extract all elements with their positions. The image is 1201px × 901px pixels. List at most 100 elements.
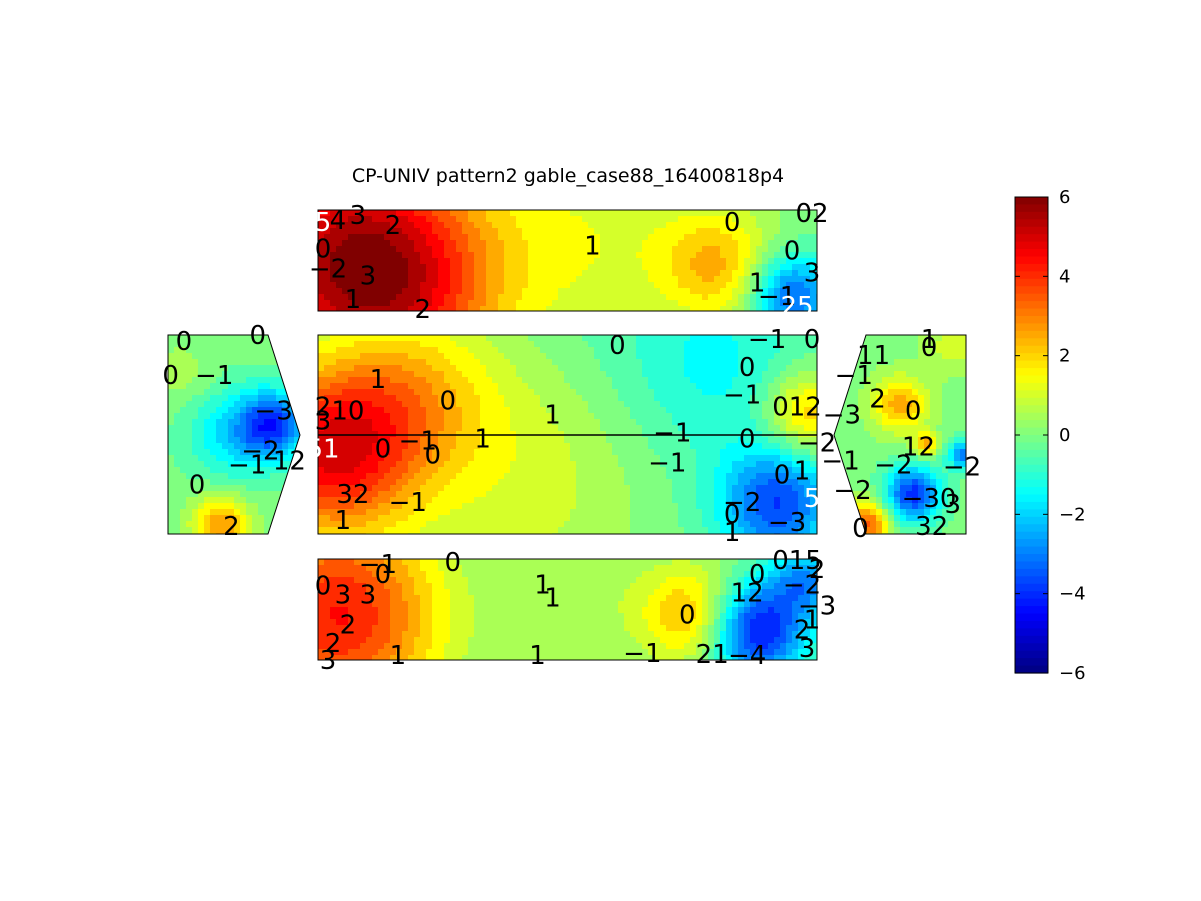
field-cell — [594, 589, 601, 596]
field-cell — [342, 282, 349, 289]
field-cell — [564, 240, 571, 247]
field-cell — [426, 210, 433, 217]
field-cell — [546, 595, 553, 602]
field-cell — [426, 216, 433, 223]
field-cell — [480, 210, 487, 217]
field-cell — [414, 264, 421, 271]
field-cell — [804, 389, 811, 396]
field-cell — [336, 521, 343, 528]
field-cell — [780, 371, 787, 378]
field-cell — [612, 419, 619, 426]
field-cell — [732, 276, 739, 283]
field-cell — [540, 449, 547, 456]
field-cell — [708, 276, 715, 283]
field-cell — [444, 601, 451, 608]
field-cell — [558, 282, 565, 289]
field-cell — [522, 234, 529, 241]
field-cell — [570, 246, 577, 253]
field-cell — [366, 353, 373, 360]
field-cell — [366, 467, 373, 474]
field-cell — [402, 335, 409, 342]
field-cell — [684, 294, 691, 301]
field-cell — [486, 353, 493, 360]
field-cell — [798, 419, 805, 426]
field-cell — [744, 413, 751, 420]
field-cell — [510, 437, 517, 444]
field-cell — [666, 437, 673, 444]
field-cell — [726, 365, 733, 372]
field-cell — [696, 473, 703, 480]
field-cell — [792, 240, 799, 247]
field-cell — [588, 571, 595, 578]
field-cell — [342, 216, 349, 223]
field-cell — [660, 276, 667, 283]
field-cell — [462, 288, 469, 295]
field-cell — [594, 395, 601, 402]
field-cell — [702, 515, 709, 522]
field-cell — [372, 577, 379, 584]
field-cell — [510, 491, 517, 498]
field-cell — [750, 264, 757, 271]
field-cell — [348, 601, 355, 608]
field-cell — [408, 583, 415, 590]
field-cell — [342, 246, 349, 253]
field-cell — [498, 577, 505, 584]
field-cell — [396, 246, 403, 253]
field-cell — [618, 559, 625, 566]
field-cell — [684, 443, 691, 450]
field-cell — [546, 515, 553, 522]
field-cell — [678, 485, 685, 492]
field-cell — [738, 437, 745, 444]
field-cell — [804, 371, 811, 378]
field-cell — [408, 461, 415, 468]
field-cell — [456, 503, 463, 510]
field-cell — [384, 341, 391, 348]
field-cell — [558, 401, 565, 408]
field-cell — [516, 347, 523, 354]
field-cell — [402, 449, 409, 456]
field-cell — [648, 503, 655, 510]
field-cell — [348, 479, 355, 486]
field-cell — [756, 335, 763, 342]
field-cell — [612, 270, 619, 277]
field-cell — [672, 389, 679, 396]
field-cell — [360, 240, 367, 247]
field-cell — [696, 589, 703, 596]
field-cell — [336, 491, 343, 498]
field-cell — [342, 359, 349, 366]
field-cell — [336, 359, 343, 366]
field-cell — [780, 401, 787, 408]
field-cell — [426, 359, 433, 366]
field-cell — [366, 365, 373, 372]
field-cell — [600, 443, 607, 450]
field-cell — [384, 306, 391, 311]
field-cell — [738, 383, 745, 390]
field-cell — [732, 389, 739, 396]
field-cell — [318, 371, 325, 378]
field-cell — [402, 509, 409, 516]
field-cell — [480, 485, 487, 492]
field-cell — [372, 288, 379, 295]
field-cell — [408, 467, 415, 474]
field-cell — [348, 258, 355, 265]
field-cell — [636, 565, 643, 572]
field-cell — [450, 571, 457, 578]
field-cell — [624, 347, 631, 354]
field-cell — [684, 583, 691, 590]
field-cell — [534, 503, 541, 510]
field-cell — [678, 601, 685, 608]
field-cell — [678, 371, 685, 378]
field-cell — [792, 443, 799, 450]
field-cell — [540, 461, 547, 468]
field-cell — [330, 577, 337, 584]
field-cell — [348, 559, 355, 566]
field-cell — [558, 413, 565, 420]
field-cell — [516, 264, 523, 271]
field-cell — [636, 473, 643, 480]
field-cell — [600, 425, 607, 432]
field-cell — [714, 527, 721, 534]
field-cell — [756, 437, 763, 444]
field-cell — [546, 347, 553, 354]
field-cell — [492, 455, 499, 462]
field-cell — [768, 210, 775, 217]
